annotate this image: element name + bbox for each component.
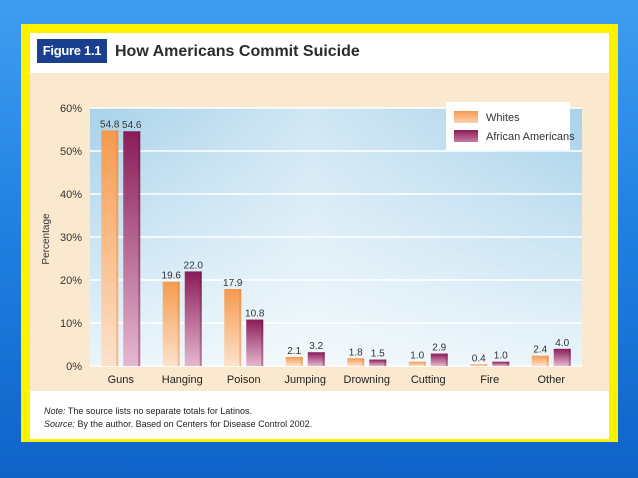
bar-value-label: 0.4 [472,353,486,364]
x-tick-label: Poison [227,374,261,386]
y-tick-label: 40% [60,189,82,201]
x-tick-label: Fire [480,374,499,386]
bar-value-label: 1.0 [494,351,508,362]
figure-card: Figure 1.1 How Americans Commit Suicide [30,33,609,439]
y-tick-label: 30% [60,232,82,244]
bar-value-label: 2.9 [432,343,446,354]
bar-whites-hanging [162,281,180,366]
bar-african-americans-guns [123,131,141,366]
figure-badge: Figure 1.1 [37,39,107,63]
x-tick-label: Other [537,374,565,386]
source-text: By the author. Based on Centers for Dise… [75,419,313,429]
bar-value-label: 54.8 [100,119,120,130]
bar-value-label: 1.8 [349,347,363,358]
bar-value-label: 1.5 [371,349,385,360]
legend-swatch [454,130,478,142]
bar-value-label: 3.2 [309,341,323,352]
bar-value-label: 54.6 [122,120,142,131]
bar-african-americans-hanging [184,271,202,366]
y-axis-label: Percentage [41,213,52,265]
x-tick-label: Guns [108,374,135,386]
chart-area: 0% 10% 20% 30% 40% 50% 60% 54.8 54.6 19.6 22.0 17.… [30,73,609,391]
bar-whites-cutting [408,361,426,366]
note-line: Note: The source lists no separate total… [44,405,312,418]
bar-value-label: 2.1 [287,346,301,357]
legend-label: Whites [486,112,520,124]
y-tick-label: 10% [60,318,82,330]
y-tick-labels: 0% 10% 20% 30% 40% 50% 60% [60,103,82,373]
bar-african-americans-fire [492,361,510,366]
bar-value-label: 1.0 [410,351,424,362]
bar-whites-drowning [347,358,365,366]
y-tick-label: 60% [60,103,82,115]
x-tick-label: Hanging [162,374,203,386]
bars [101,130,571,366]
note-label: Note: [44,406,66,416]
x-tick-label: Jumping [284,374,326,386]
note-text: The source lists no separate totals for … [65,406,252,416]
bar-whites-fire [470,364,488,366]
bar-chart: 0% 10% 20% 30% 40% 50% 60% 54.8 54.6 19.622.0 17.… [41,102,582,386]
bar-african-americans-poison [246,319,264,366]
y-tick-label: 50% [60,146,82,158]
legend-label: African Americans [486,131,575,143]
y-tick-label: 20% [60,275,82,287]
y-tick-label: 0% [66,361,82,373]
bar-african-americans-jumping [307,352,325,366]
bar-whites-other [531,355,549,366]
bar-value-label: 2.4 [533,345,547,356]
bar-value-labels: 54.8 54.6 19.622.0 17.9 10.8 2.1 3.2 1.8 1.5 1.0 2… [100,119,570,364]
source-line: Source: By the author. Based on Centers … [44,418,312,431]
legend: Whites African Americans [446,102,575,150]
legend-swatch [454,111,478,123]
bar-value-label: 10.8 [245,309,265,320]
bar-value-label: 17.9 [223,278,243,289]
bar-african-americans-other [553,348,571,366]
bar-whites-guns [101,130,119,366]
bar-value-label: 22.0 [184,260,204,271]
x-tick-label: Cutting [411,374,446,386]
figure-title: How Americans Commit Suicide [115,43,360,60]
bar-value-label: 4.0 [555,338,569,349]
bar-african-americans-drowning [369,359,387,366]
bar-african-americans-cutting [430,353,448,366]
bar-whites-poison [224,289,242,366]
x-tick-labels: Guns Hanging Poison Jumping Drowning Cutting F… [108,374,566,386]
x-tick-label: Drowning [344,374,390,386]
notes: Note: The source lists no separate total… [44,405,312,431]
bar-value-label: 19.6 [162,271,182,282]
bar-whites-jumping [285,356,303,366]
source-label: Source: [44,419,76,429]
